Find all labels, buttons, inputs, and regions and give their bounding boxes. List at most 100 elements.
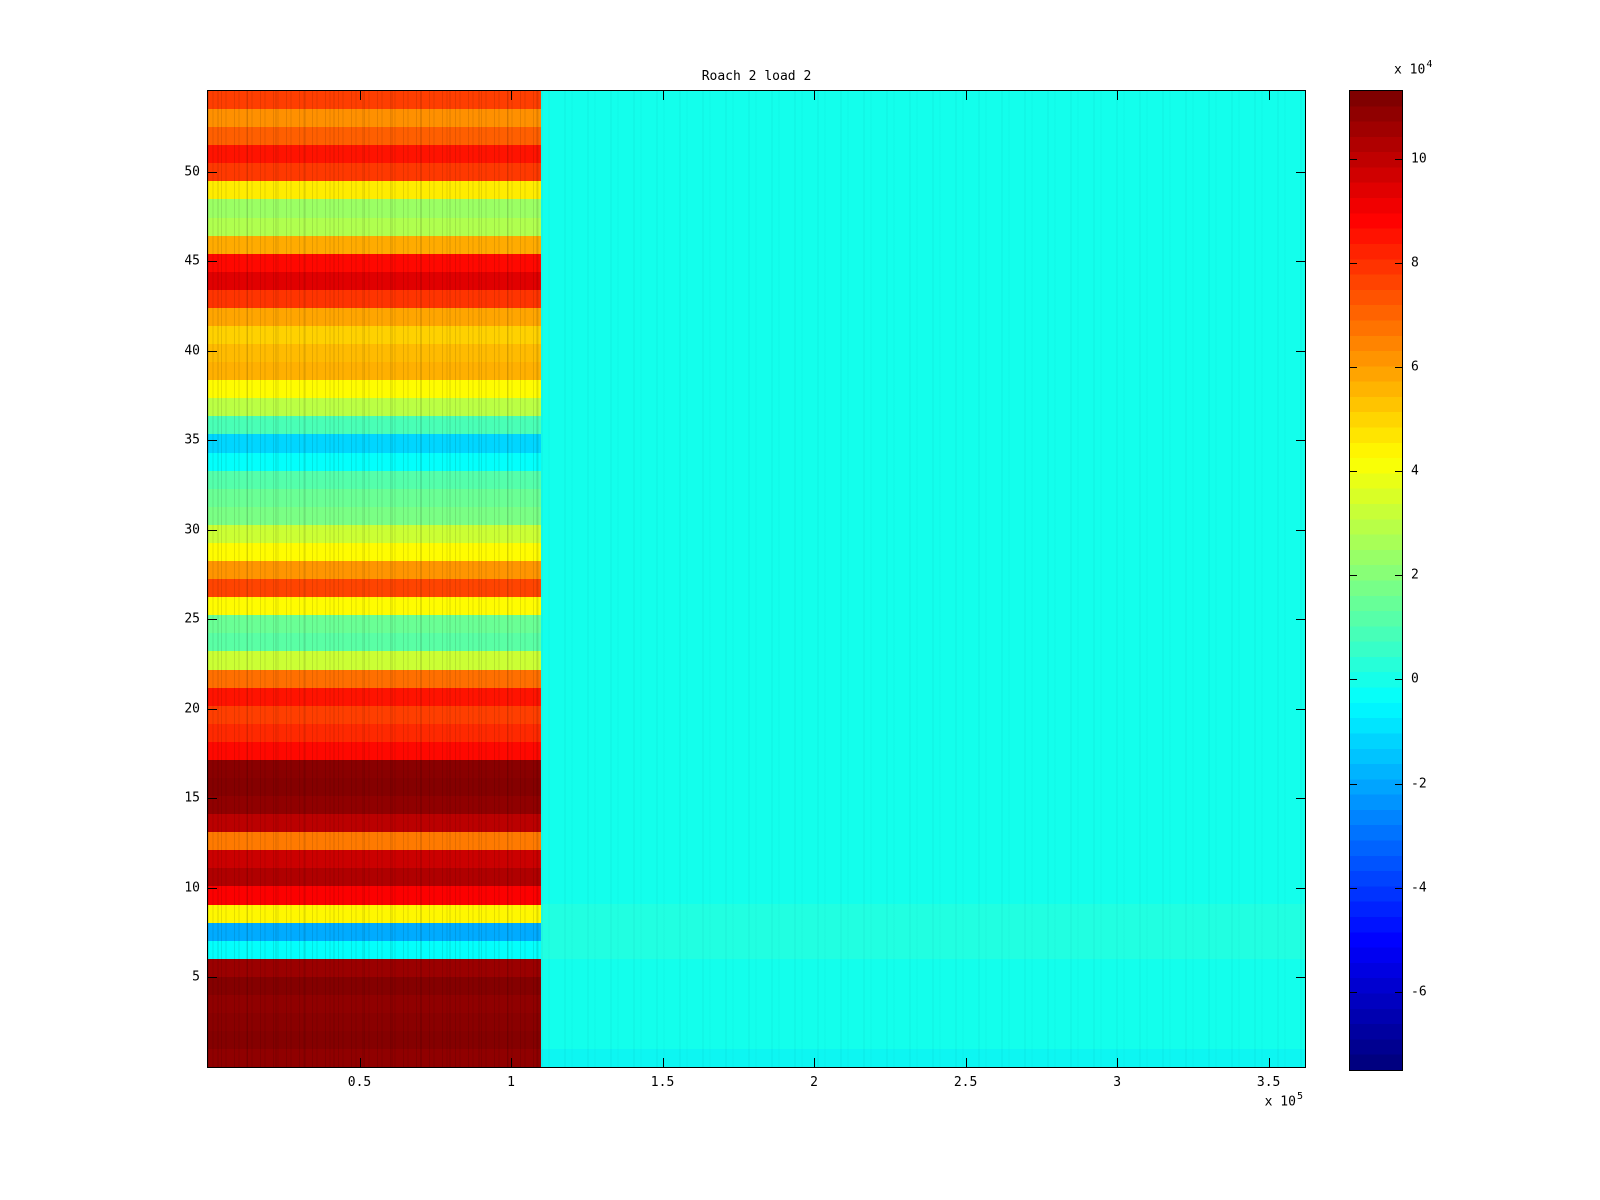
y-tick-label: 15 [184,790,200,806]
heatmap-row [208,253,542,272]
heatmap-row [208,687,542,706]
heatmap-row [208,362,542,381]
y-tick-mark [1296,171,1305,173]
colorbar-tick-mark [1350,783,1357,785]
heatmap-row [208,91,542,110]
heatmap-row [208,1012,542,1032]
y-tick-label: 45 [184,253,200,269]
y-tick-mark [1296,529,1305,531]
heatmap-row [208,705,542,724]
colorbar-exponent-base: x 10 [1394,62,1426,78]
x-tick-labels: 0.5 1 1.5 2 2.5 3 3.5 [208,1075,1305,1091]
y-tick-mark [208,440,217,442]
colorbar-tick-mark [1350,366,1357,368]
heatmap-row [208,777,542,797]
heatmap-row [208,904,542,923]
heatmap-row [208,940,542,959]
colorbar-tick-label: -4 [1411,880,1427,896]
heatmap-right-band [541,1048,1305,1067]
colorbar-tick-mark [1395,679,1402,681]
heatmap-row [208,633,542,652]
x-tick-mark [511,91,513,100]
heatmap-row [208,796,542,815]
plot-title: Roach 2 load 2 [701,69,812,84]
colorbar-tick-mark [1350,991,1357,993]
x-tick-label: 2 [810,1075,818,1090]
y-tick-mark [1296,977,1305,979]
heatmap-row [208,976,542,995]
heatmap-row [208,994,542,1013]
heatmap-row [208,380,542,399]
colorbar-tick-mark [1395,262,1402,264]
x-tick-label: 1 [507,1075,515,1090]
colorbar-tick-mark [1350,471,1357,473]
colorbar-tick-label: 2 [1411,567,1419,583]
heatmap-row [208,868,542,887]
y-tick-label: 25 [184,611,200,627]
x-tick-mark [359,91,361,100]
y-tick-mark [208,977,217,979]
heatmap-row [208,741,542,760]
y-tick-mark [1296,798,1305,800]
colorbar-tick-mark [1395,991,1402,993]
colorbar-tick-mark [1395,575,1402,577]
y-tick-mark [208,798,217,800]
heatmap-row [208,344,542,363]
x-tick-label: 3 [1113,1075,1122,1090]
heatmap-row [208,271,542,290]
heatmap-row [208,1049,542,1068]
colorbar-tick-label: 10 [1411,151,1427,167]
x-tick-mark [1117,1058,1119,1067]
y-tick-label: 5 [192,969,200,985]
y-tick-label: 20 [184,701,200,717]
x-tick-mark [662,91,664,100]
heatmap-plot [207,90,1306,1068]
heatmap-row [208,651,542,670]
heatmap-row [208,1031,542,1050]
heatmap-row [208,181,542,200]
x-tick-mark [965,91,967,100]
colorbar-tick-mark [1350,679,1357,681]
colorbar-tick-labels: 10 8 6 4 2 0 -2 -4 -6 [1411,91,1459,1070]
x-tick-mark [814,1058,816,1067]
y-tick-label: 50 [184,164,200,180]
heatmap-row [208,145,542,164]
y-tick-label: 30 [184,522,200,538]
x-tick-mark [1117,91,1119,100]
x-tick-label: 0.5 [347,1075,372,1090]
heatmap-row [208,326,542,345]
heatmap-row [208,127,542,146]
y-tick-mark [208,887,217,889]
heatmap-row [208,579,542,598]
y-tick-mark [1296,261,1305,263]
colorbar-tick-mark [1350,158,1357,160]
heatmap-row [208,470,542,489]
y-tick-mark [1296,887,1305,889]
colorbar-tick-label: -6 [1411,984,1427,1000]
y-tick-mark [1296,440,1305,442]
heatmap-row [208,814,542,833]
x-tick-mark [814,91,816,100]
colorbar [1349,90,1403,1071]
colorbar-tick-label: 4 [1411,463,1419,479]
x-tick-label: 3.5 [1256,1075,1281,1090]
colorbar-exponent-power: 4 [1426,59,1433,70]
colorbar-tick-label: -2 [1411,776,1427,792]
heatmap-row [208,289,542,308]
y-tick-mark [208,261,217,263]
colorbar-tick-mark [1395,887,1402,889]
y-tick-labels: 5 10 15 20 25 30 35 40 45 50 [140,91,200,1067]
heatmap-row [208,416,542,435]
colorbar-tick-mark [1395,471,1402,473]
heatmap-row [208,542,542,562]
x-tick-mark [662,1058,664,1067]
heatmap-row [208,199,542,218]
y-tick-label: 40 [184,343,200,359]
colorbar-tick-label: 6 [1411,359,1419,375]
heatmap-row [208,488,542,507]
heatmap-row [208,850,542,869]
heatmap-row [208,759,542,778]
heatmap-row [208,434,542,453]
colorbar-tick-label: 0 [1411,671,1419,687]
